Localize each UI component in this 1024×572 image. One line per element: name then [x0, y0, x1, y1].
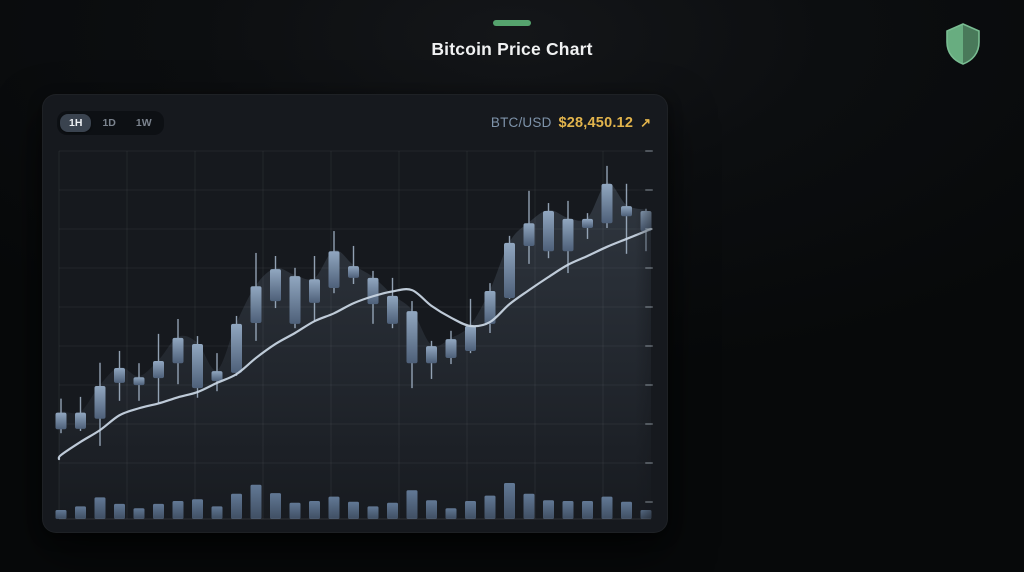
price-value: $28,450.12: [558, 115, 634, 131]
trend-up-arrow-icon: ↗: [640, 115, 651, 130]
timeframe-button-1h[interactable]: 1H: [60, 113, 92, 133]
shield-icon: [943, 22, 983, 66]
price-area-silhouette: [58, 182, 651, 519]
timeframe-button-1w[interactable]: 1W: [127, 114, 161, 133]
candlestick-chart: [55, 141, 667, 523]
price-chart-card: 1H 1D 1W BTC/USD $28,450.12 ↗: [42, 94, 668, 533]
volume-bars: [55, 483, 652, 519]
timeframe-selector: 1H 1D 1W: [57, 110, 164, 136]
pair-label: BTC/USD: [490, 115, 552, 130]
title-accent-bar: [493, 20, 531, 26]
moving-average-line: [57, 227, 653, 461]
price-axis-ticks: [645, 150, 653, 503]
timeframe-button-1d[interactable]: 1D: [93, 114, 124, 133]
pair-price-readout: BTC/USD $28,450.12 ↗: [491, 115, 651, 131]
candlesticks: [55, 165, 652, 446]
chart-card-header: 1H 1D 1W BTC/USD $28,450.12 ↗: [57, 107, 651, 139]
page-title: Bitcoin Price Chart: [431, 39, 593, 59]
page-header: Bitcoin Price Chart: [0, 20, 1024, 60]
